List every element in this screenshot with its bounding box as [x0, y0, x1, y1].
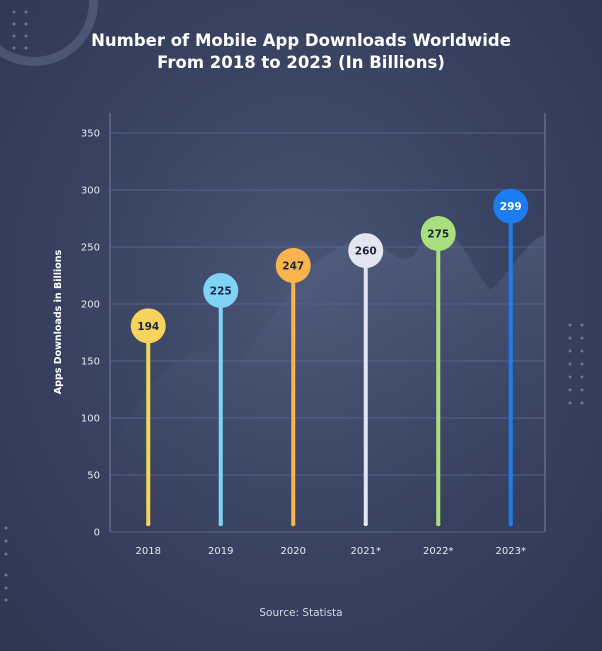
data-label: 247 [282, 260, 304, 272]
x-tick-labels: 2018 2019 2020 2021* 2022* 2023* [136, 546, 526, 557]
x-tick-label: 2020 [281, 546, 306, 557]
bars: 194 225 247 260 275 299 [130, 188, 529, 527]
y-tick-label: 250 [81, 243, 100, 254]
bar-base-dot [363, 521, 368, 527]
data-label: 194 [137, 321, 159, 333]
x-tick-label: 2021* [351, 546, 381, 557]
chart-title: Number of Mobile App Downloads Worldwide… [0, 30, 602, 74]
data-label: 225 [210, 286, 232, 298]
axes [109, 113, 546, 532]
bar-base-dot [218, 521, 223, 527]
bar-base-dot [436, 521, 441, 527]
decorative-dots-bottom-left [4, 526, 8, 602]
data-label: 275 [427, 229, 449, 241]
decorative-dots-right [568, 323, 584, 405]
y-axis-label: Apps Downloads in Billions [53, 249, 64, 394]
bar-marker-2019 [203, 273, 239, 308]
bar-base-dot [291, 521, 296, 527]
data-label: 299 [500, 201, 522, 213]
y-tick-label: 100 [81, 414, 100, 425]
y-tick-label: 150 [81, 357, 100, 368]
y-tick-label: 50 [87, 471, 100, 482]
decorative-dots-top-left [12, 10, 28, 50]
bar-marker-2022* [420, 216, 456, 251]
data-label: 260 [355, 246, 377, 258]
grid-lines [110, 132, 545, 533]
y-tick-label: 300 [81, 186, 100, 197]
y-tick-label: 0 [94, 528, 100, 539]
chart-title-line-1: Number of Mobile App Downloads Worldwide [91, 31, 511, 50]
bar-marker-2018 [130, 308, 166, 344]
bar-marker-2020 [275, 247, 311, 283]
source-note: Source: Statista [259, 607, 343, 619]
y-tick-label: 350 [81, 129, 100, 140]
x-tick-label: 2023* [496, 546, 526, 557]
x-tick-label: 2022* [423, 546, 453, 557]
x-tick-label: 2019 [208, 546, 233, 557]
bar-base-dot [508, 521, 513, 527]
bar-base-dot [146, 521, 151, 527]
x-tick-label: 2018 [136, 546, 161, 557]
chart-title-line-2: From 2018 to 2023 (In Billions) [157, 53, 445, 72]
bar-marker-2021* [348, 233, 384, 269]
y-tick-labels: 0 50 100 150 200 250 300 350 [81, 129, 100, 539]
decorative-mountain [110, 228, 545, 532]
bar-marker-2023* [493, 188, 529, 224]
y-tick-label: 200 [81, 300, 100, 311]
